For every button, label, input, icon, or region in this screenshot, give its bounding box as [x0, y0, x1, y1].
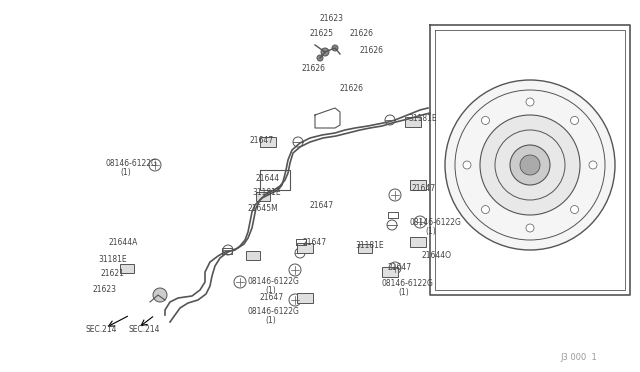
Text: 21626: 21626 [302, 64, 326, 73]
Circle shape [153, 288, 167, 302]
Text: 21644O: 21644O [422, 250, 452, 260]
Text: 21626: 21626 [360, 45, 384, 55]
Circle shape [589, 161, 597, 169]
Polygon shape [260, 137, 276, 147]
Text: 08146-6122G: 08146-6122G [248, 278, 300, 286]
Text: 31181E: 31181E [408, 113, 436, 122]
Text: (1): (1) [425, 227, 436, 235]
Circle shape [526, 224, 534, 232]
Circle shape [317, 55, 323, 61]
Bar [246, 250, 260, 260]
Text: 21645M: 21645M [248, 203, 279, 212]
Circle shape [510, 145, 550, 185]
Text: 21621: 21621 [100, 269, 124, 279]
Polygon shape [297, 293, 313, 303]
Text: 21623: 21623 [320, 13, 344, 22]
Circle shape [445, 80, 615, 250]
Text: (1): (1) [265, 286, 276, 295]
Text: 21647: 21647 [412, 183, 436, 192]
Text: 21647: 21647 [250, 135, 274, 144]
Text: 08146-6122G: 08146-6122G [248, 308, 300, 317]
Bar [405, 117, 421, 127]
Text: 08146-6122G: 08146-6122G [410, 218, 462, 227]
Text: SEC.214: SEC.214 [128, 326, 159, 334]
Text: (1): (1) [120, 167, 131, 176]
Text: 08146-6122G: 08146-6122G [382, 279, 434, 288]
Text: 21626: 21626 [340, 83, 364, 93]
Text: (1): (1) [265, 317, 276, 326]
Circle shape [332, 45, 338, 51]
Text: 21644: 21644 [256, 173, 280, 183]
Text: 31181E: 31181E [98, 256, 127, 264]
Circle shape [520, 155, 540, 175]
Circle shape [321, 48, 329, 56]
Text: 21644A: 21644A [108, 237, 138, 247]
Bar [256, 192, 270, 201]
Circle shape [526, 98, 534, 106]
Polygon shape [382, 267, 398, 277]
Text: 08146-6122G: 08146-6122G [105, 158, 157, 167]
Text: 31181E: 31181E [355, 241, 383, 250]
Circle shape [480, 115, 580, 215]
Polygon shape [410, 180, 426, 190]
Text: 21647: 21647 [388, 263, 412, 272]
Text: (1): (1) [398, 288, 409, 296]
Polygon shape [410, 237, 426, 247]
Text: J3 000  1: J3 000 1 [560, 353, 596, 362]
Text: 21647: 21647 [303, 237, 327, 247]
Text: 21625: 21625 [310, 29, 334, 38]
Text: 21626: 21626 [350, 29, 374, 38]
Circle shape [463, 161, 471, 169]
Circle shape [481, 116, 490, 125]
Polygon shape [297, 243, 313, 253]
Text: 31181E: 31181E [252, 187, 280, 196]
Circle shape [481, 206, 490, 214]
Text: 21647: 21647 [260, 294, 284, 302]
Circle shape [570, 116, 579, 125]
Bar [358, 244, 372, 253]
Bar [120, 263, 134, 273]
Text: 21647: 21647 [310, 201, 334, 209]
Circle shape [570, 206, 579, 214]
Text: SEC.214: SEC.214 [85, 326, 116, 334]
Text: 21623: 21623 [92, 285, 116, 295]
